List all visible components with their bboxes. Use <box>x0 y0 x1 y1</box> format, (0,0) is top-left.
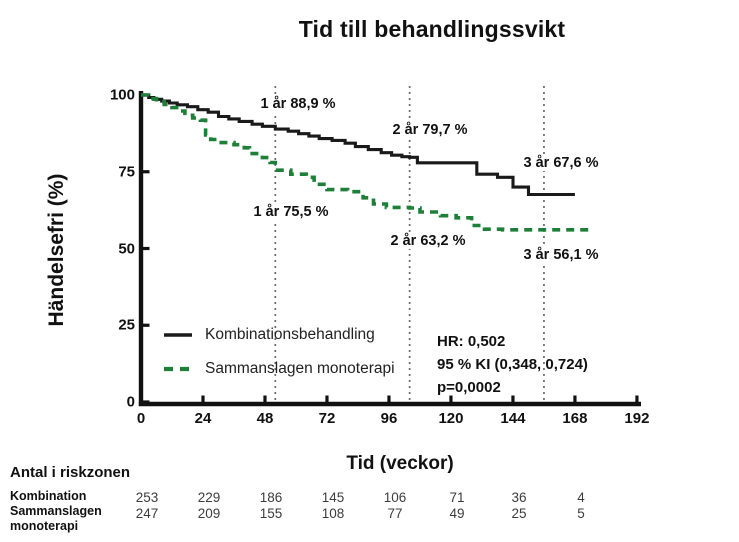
milestone-annotation: 3 år 56,1 % <box>520 247 602 263</box>
risk-table-header: Antal i riskzonen <box>10 464 131 481</box>
risk-counts-row-monotherapy: 247 209 155 108 77 49 25 5 <box>116 506 612 521</box>
statistics-block: HR: 0,502 95 % KI (0,348, 0,724) p=0,000… <box>437 330 588 399</box>
x-tick-label: 0 <box>136 410 146 427</box>
solid-line-swatch-icon <box>164 333 192 337</box>
legend-label: Sammanslagen monoterapi <box>205 360 395 377</box>
risk-count-cell: 186 <box>259 490 283 505</box>
risk-count-cell: 77 <box>387 506 403 521</box>
x-tick-label: 120 <box>438 410 464 427</box>
milestone-annotation: 3 år 67,6 % <box>520 155 602 171</box>
milestone-annotation: 2 år 63,2 % <box>387 233 469 249</box>
risk-count-cell: 108 <box>321 506 345 521</box>
x-tick-label: 24 <box>194 410 212 427</box>
legend-item-monotherapy: Sammanslagen monoterapi <box>163 352 413 386</box>
risk-counts-row-combination: 253 229 186 145 106 71 36 4 <box>116 490 612 505</box>
y-tick-label: 50 <box>118 240 135 257</box>
dashed-line-swatch-icon <box>164 366 192 372</box>
x-tick-label: 96 <box>380 410 398 427</box>
milestone-annotation: 1 år 88,9 % <box>257 96 339 112</box>
x-axis-title: Tid (veckor) <box>346 453 454 474</box>
risk-count-cell: 4 <box>577 490 585 505</box>
chart-title: Tid till behandlingssvikt <box>298 16 566 42</box>
risk-row-label-monotherapy: Sammanslagen monoterapi <box>10 504 102 533</box>
y-tick-label: 75 <box>118 163 135 181</box>
x-tick-label: 192 <box>624 410 650 427</box>
legend-label: Kombinationsbehandling <box>205 326 375 343</box>
x-tick-label: 168 <box>562 410 588 427</box>
y-tick-label: 100 <box>109 86 135 104</box>
p-value-text: p=0,0002 <box>437 379 501 396</box>
km-curve-monotherapy <box>141 93 591 232</box>
x-tick-label: 72 <box>318 410 336 427</box>
hazard-ratio-text: HR: 0,502 <box>437 333 506 350</box>
risk-count-cell: 145 <box>321 490 345 505</box>
risk-count-cell: 106 <box>383 490 407 505</box>
risk-count-cell: 155 <box>259 506 283 521</box>
legend: Kombinationsbehandling Sammanslagen mono… <box>163 318 413 386</box>
risk-count-cell: 209 <box>197 506 221 521</box>
x-tick-label: 144 <box>500 410 526 427</box>
risk-count-cell: 36 <box>511 490 527 505</box>
risk-count-cell: 71 <box>449 490 465 505</box>
risk-count-cell: 49 <box>449 506 465 521</box>
y-tick-label: 25 <box>118 316 135 334</box>
milestone-annotation: 1 år 75,5 % <box>250 204 332 220</box>
km-curve-combination <box>141 93 575 197</box>
risk-count-cell: 247 <box>135 506 159 521</box>
x-tick-label: 48 <box>256 410 274 427</box>
risk-row-label-combination: Kombination <box>10 489 87 503</box>
risk-count-cell: 229 <box>197 490 221 505</box>
legend-item-combination: Kombinationsbehandling <box>163 318 413 352</box>
risk-count-cell: 253 <box>135 490 159 505</box>
risk-count-cell: 5 <box>577 506 585 521</box>
risk-count-cell: 25 <box>511 506 527 521</box>
milestone-annotation: 2 år 79,7 % <box>389 122 471 138</box>
y-tick-label: 0 <box>126 393 135 411</box>
confidence-interval-text: 95 % KI (0,348, 0,724) <box>437 356 588 373</box>
